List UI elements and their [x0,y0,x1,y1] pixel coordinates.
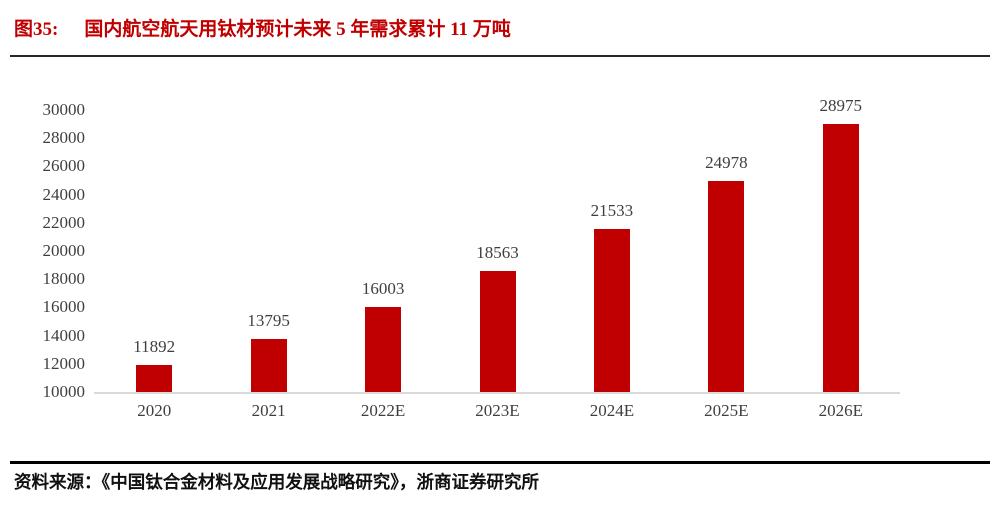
y-tick-label: 26000 [42,156,86,176]
y-tick-label: 10000 [42,382,86,401]
bar-value-label: 28975 [819,96,863,116]
bar [365,307,402,392]
x-tick-label: 2025E [704,401,749,420]
bar-value-label: 24978 [705,152,748,172]
footer-divider [10,461,990,464]
y-tick-label: 30000 [42,100,86,119]
x-tick-label: 2024E [589,401,635,420]
bar [250,338,287,392]
figure-header: 图35: 国内航空航天用钛材预计未来 5 年需求累计 11 万吨 [14,18,990,42]
bar-value-label: 21533 [590,201,634,221]
y-tick-label: 12000 [42,353,86,373]
y-tick-label: 16000 [42,297,86,317]
x-axis-line [94,392,900,394]
x-tick-label: 2020 [137,401,172,420]
y-tick-label: 28000 [42,128,86,148]
y-tick-label: 22000 [42,212,86,232]
figure-number-label: 图35: [14,19,59,40]
y-tick-label: 20000 [42,241,86,260]
bar [136,365,173,392]
bar [822,124,859,392]
bar [479,271,516,392]
bar-value-label: 13795 [247,310,290,330]
y-tick-label: 18000 [42,269,86,289]
bar-chart: 30000 28000 26000 24000 22000 20000 18000 16000… [43,96,900,420]
bar-value-label: 11892 [133,337,176,357]
figure-title-text: 国内航空航天用钛材预计未来 5 年需求累计 11 万吨 [84,19,511,40]
bar [708,180,745,392]
x-tick-label: 2023E [475,401,520,420]
bar-value-label: 16003 [361,279,405,299]
bar [593,229,630,392]
figure-title: 图35: 国内航空航天用钛材预计未来 5 年需求累计 11 万吨 [14,18,990,42]
x-tick-label: 2021 [251,401,286,420]
plot: 30000 28000 26000 24000 22000 20000 18000 16000… [43,96,900,420]
x-tick-label: 2026E [818,401,863,420]
x-tick-label: 2022E [360,401,406,420]
title-divider [10,55,990,57]
bar-value-label: 18563 [476,243,519,263]
y-tick-label: 14000 [42,325,86,345]
source-note: 资料来源：《中国钛合金材料及应用发展战略研究》，浙商证券研究所 [14,472,539,492]
y-tick-label: 24000 [42,184,86,204]
